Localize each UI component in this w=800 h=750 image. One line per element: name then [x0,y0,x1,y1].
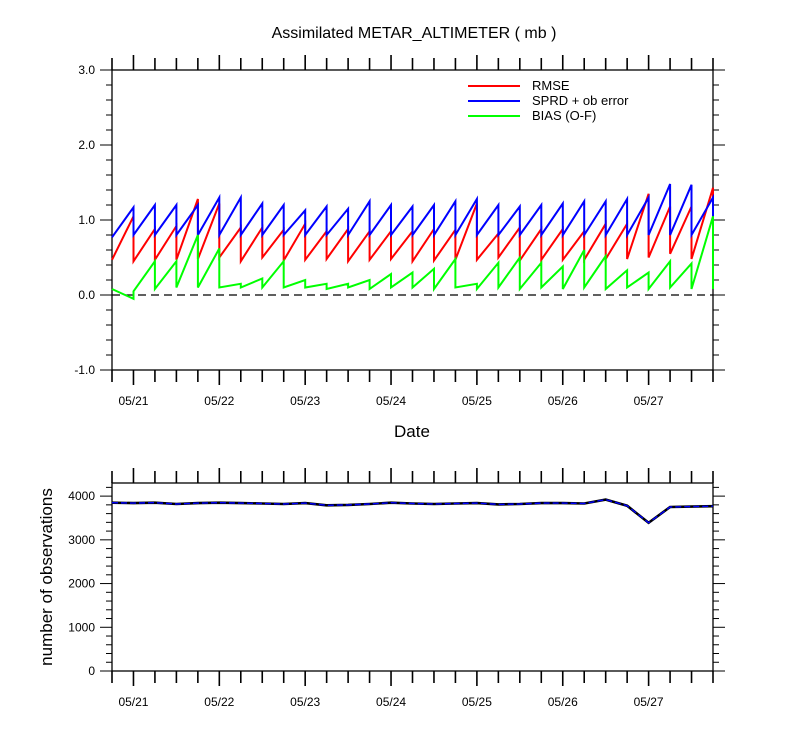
top-x-tick-label: 05/27 [634,394,664,408]
bottom-x-tick-label: 05/24 [376,695,406,709]
legend-label: BIAS (O-F) [532,108,596,123]
top-x-tick-label: 05/25 [462,394,492,408]
bottom-x-tick-label: 05/26 [548,695,578,709]
bottom-y-tick-label: 1000 [68,620,95,634]
series-line-2 [111,216,714,301]
top-y-tick-label: 0.0 [78,288,95,302]
top-x-tick-label: 05/26 [548,394,578,408]
legend-label: SPRD + ob error [532,93,629,108]
bottom-y-tick-label: 0 [88,664,95,678]
top-x-tick-label: 05/22 [204,394,234,408]
bottom-y-tick-label: 2000 [68,577,95,591]
top-y-tick-label: 3.0 [78,63,95,77]
top-y-tick-label: 1.0 [78,213,95,227]
bottom-plot-frame [111,482,714,672]
bottom-x-tick-label: 05/25 [462,695,492,709]
observations-line [111,498,714,524]
top-x-tick-label: 05/21 [118,394,148,408]
bottom-x-tick-label: 05/27 [634,695,664,709]
bottom-y-axis-label: number of observations [37,488,56,666]
top-plot-panel: -1.0 0.0 1.0 2.0 3.0 05/21 05/22 05/23 05/24 05/2… [74,55,725,408]
series-line-1 [111,183,714,239]
bottom-x-tick-label: 05/23 [290,695,320,709]
bottom-y-tick-label: 4000 [68,489,95,503]
bottom-x-tick-label: 05/22 [204,695,234,709]
top-y-tick-label: -1.0 [74,363,95,377]
bottom-plot-panel: 0 1000 2000 3000 4000 05/21 05/22 05/23 05/24 05/… [68,468,725,709]
top-x-tick-label: 05/24 [376,394,406,408]
chart-title: Assimilated METAR_ALTIMETER ( mb ) [272,25,557,42]
top-x-axis-label: Date [394,422,430,441]
top-x-tick-label: 05/23 [290,394,320,408]
top-y-tick-label: 2.0 [78,138,95,152]
bottom-x-tick-label: 05/21 [118,695,148,709]
legend-label: RMSE [532,78,570,93]
bottom-y-tick-label: 3000 [68,533,95,547]
